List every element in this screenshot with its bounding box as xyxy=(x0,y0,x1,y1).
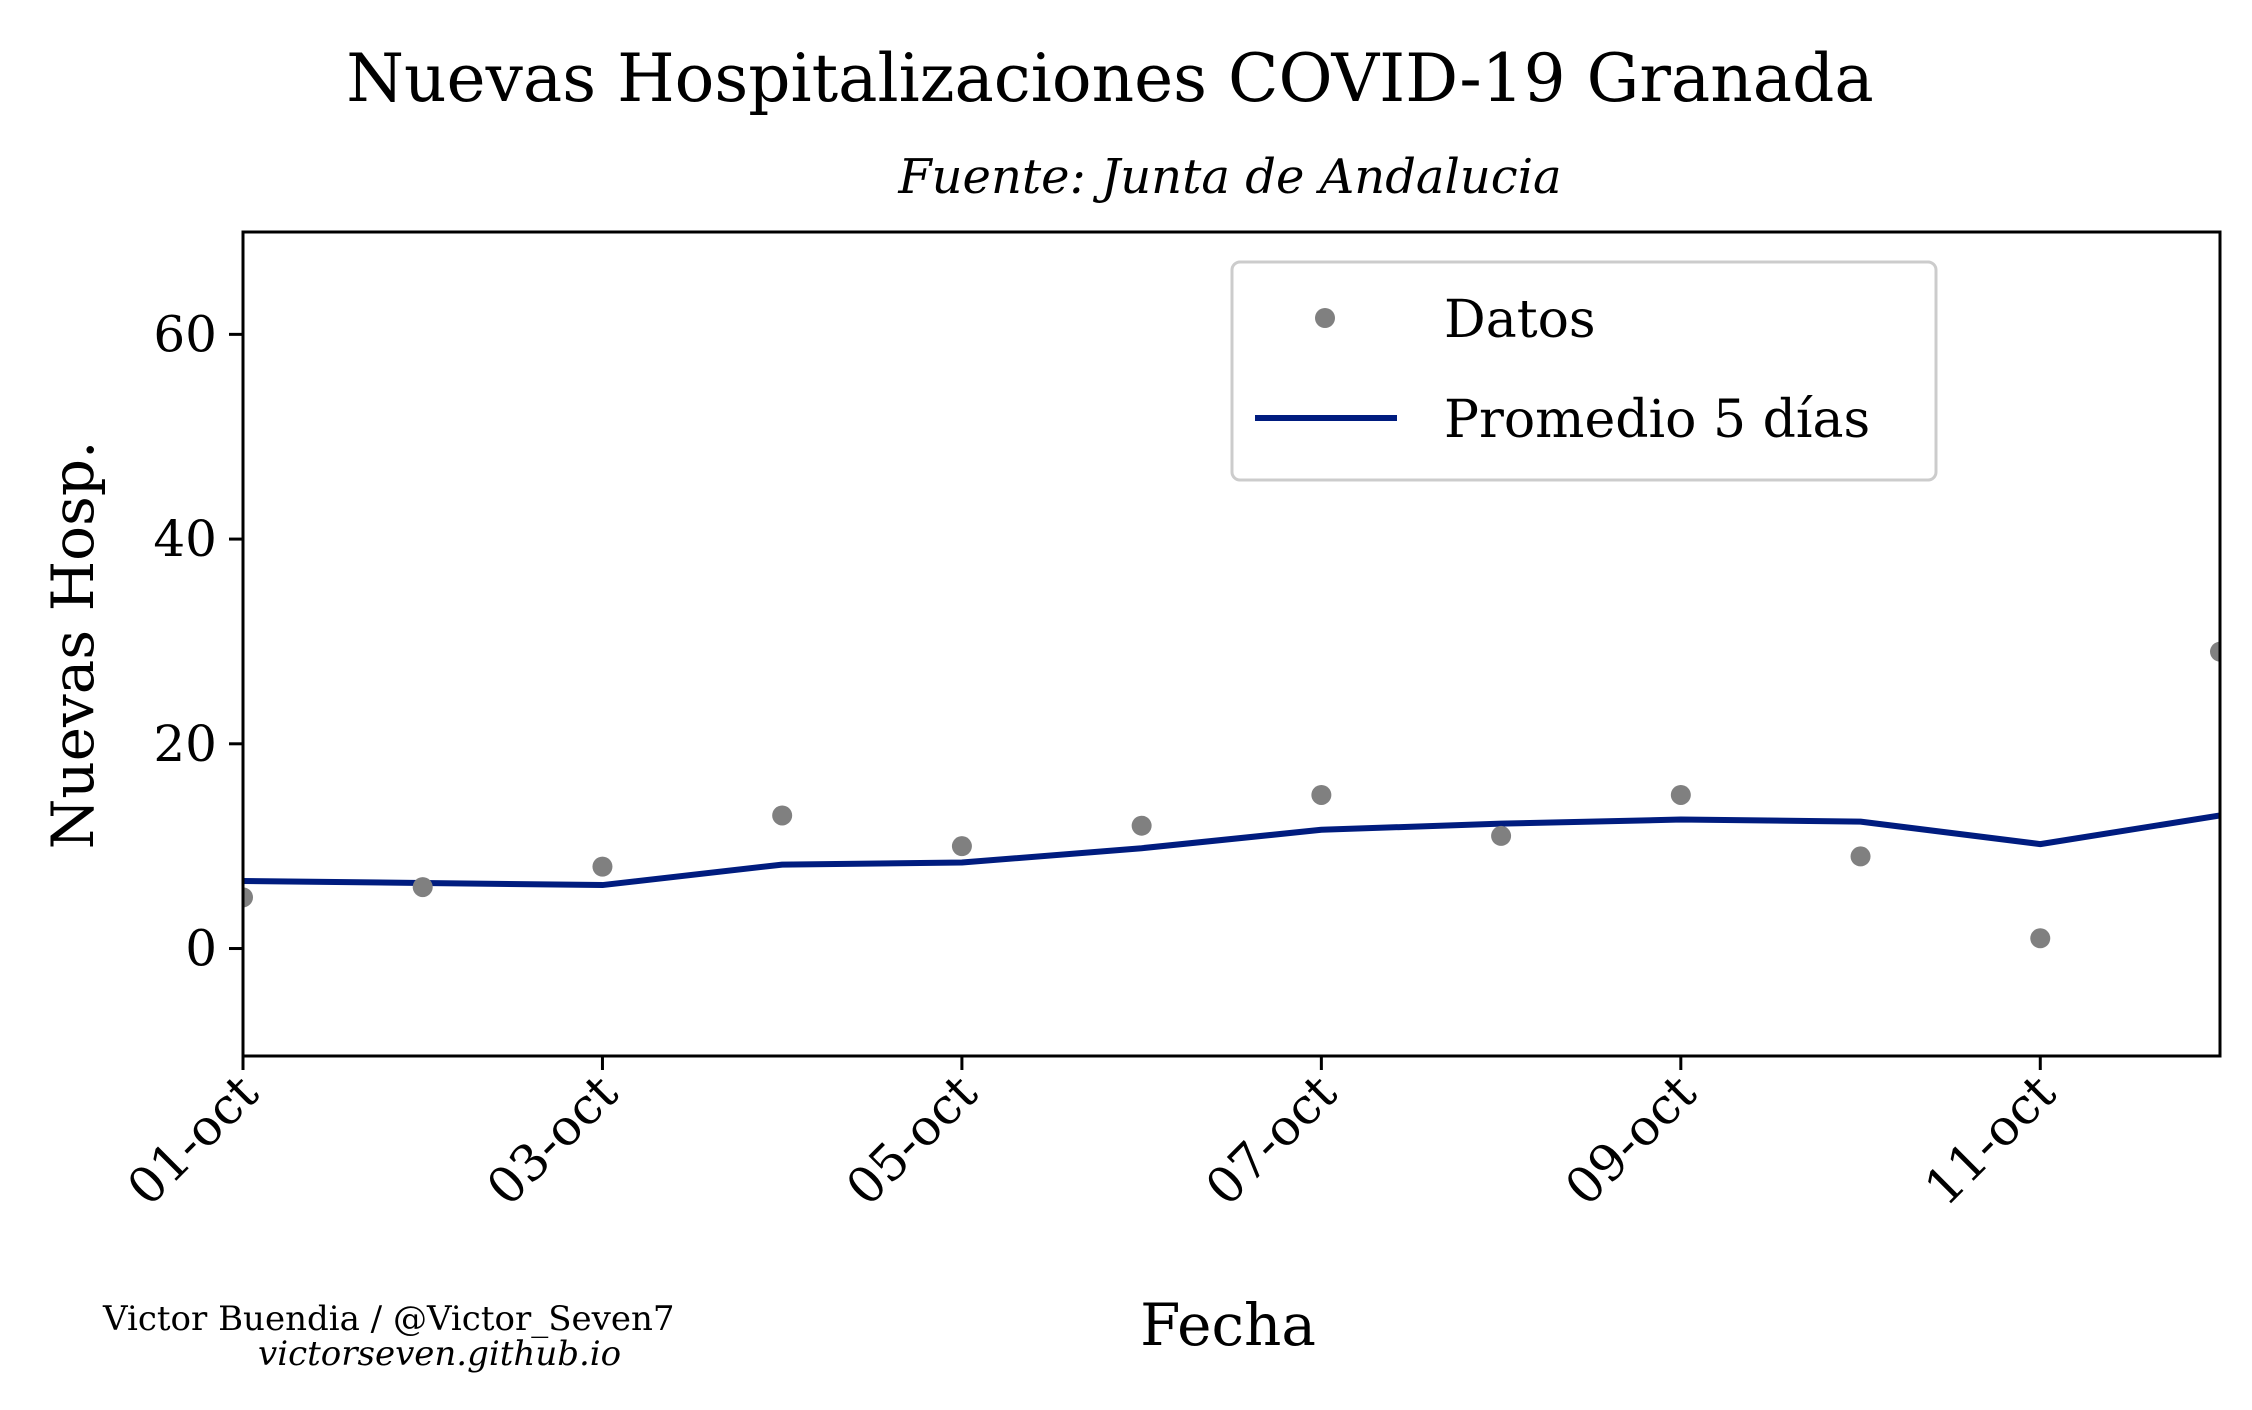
data-point xyxy=(772,805,793,826)
x-tick-label: 01-oct xyxy=(116,1063,269,1216)
x-tick-label: 03-oct xyxy=(476,1063,629,1216)
x-tick-label: 09-oct xyxy=(1554,1063,1707,1216)
chart-subtitle: Fuente: Junta de Andalucia xyxy=(897,149,1561,205)
credit-author: Victor Buendia / @Victor_Seven7 xyxy=(102,1299,674,1339)
data-point xyxy=(592,856,613,877)
legend-label-promedio: Promedio 5 días xyxy=(1444,390,1870,450)
data-point xyxy=(951,836,972,857)
x-axis-label: Fecha xyxy=(1140,1291,1316,1359)
data-point xyxy=(1491,825,1512,846)
series-layer xyxy=(243,641,2220,949)
data-point xyxy=(1131,815,1152,836)
data-point xyxy=(1850,846,1871,867)
chart-title: Nuevas Hospitalizaciones COVID-19 Granad… xyxy=(346,40,1873,117)
y-axis: 0 20 40 60 xyxy=(153,305,243,978)
data-point xyxy=(1670,784,1691,805)
credit-website: victorseven.github.io xyxy=(258,1334,621,1374)
y-tick-label: 40 xyxy=(153,510,217,568)
data-point xyxy=(243,887,253,908)
y-tick-label: 20 xyxy=(153,715,217,773)
legend-marker-datos xyxy=(1315,308,1335,328)
data-point xyxy=(412,877,433,898)
legend-box xyxy=(1230,260,1938,482)
y-tick-label: 60 xyxy=(153,305,217,363)
data-point xyxy=(1311,784,1332,805)
plot-frame xyxy=(241,230,2222,1058)
x-tick-label: 11-oct xyxy=(1914,1063,2067,1216)
x-axis: 01-oct 03-oct 05-oct 07-oct 09-oct 11-oct xyxy=(116,1056,2067,1217)
series-line-promedio xyxy=(243,812,2220,889)
data-point xyxy=(2030,928,2051,949)
legend: Datos Promedio 5 días xyxy=(1230,260,1938,482)
x-tick-label: 07-oct xyxy=(1195,1063,1348,1216)
x-tick-label: 05-oct xyxy=(835,1063,988,1216)
data-point xyxy=(2210,641,2220,662)
y-tick-label: 0 xyxy=(185,920,217,978)
legend-label-datos: Datos xyxy=(1444,290,1596,350)
y-axis-label: Nuevas Hosp. xyxy=(39,441,107,850)
